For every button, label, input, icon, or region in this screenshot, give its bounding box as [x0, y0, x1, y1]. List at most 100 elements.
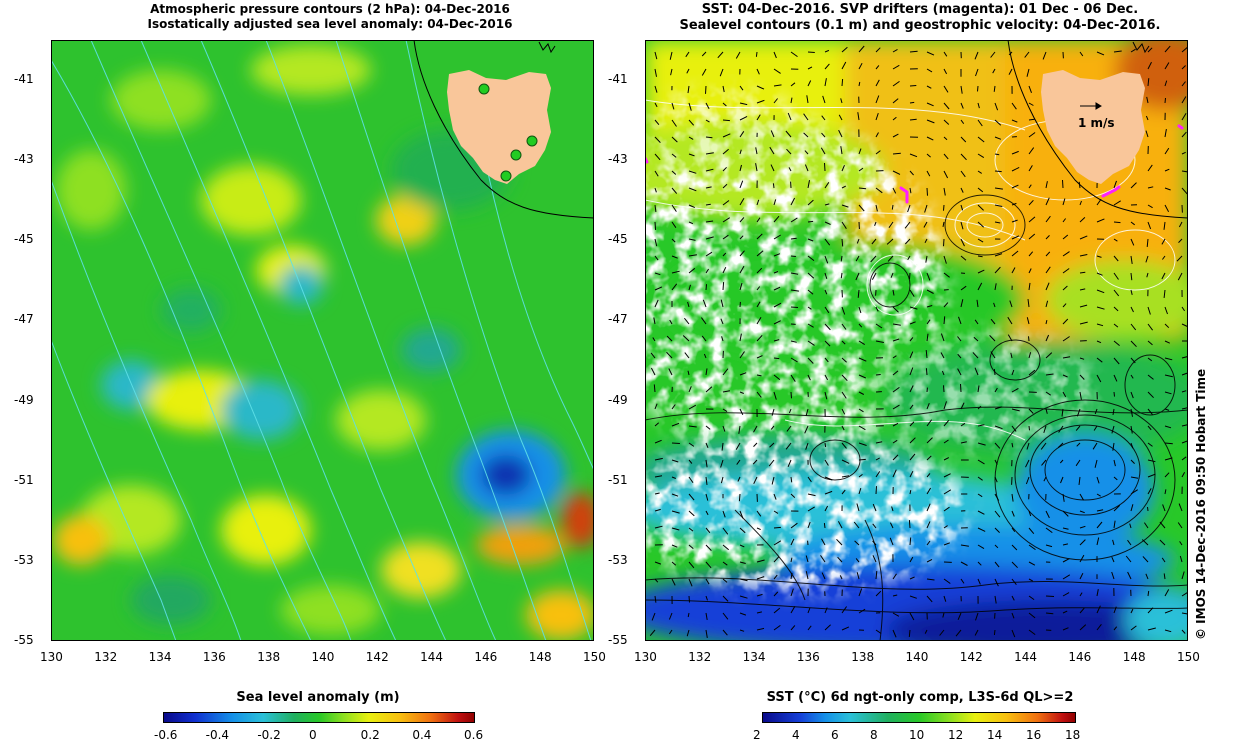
velocity-vector: [841, 475, 850, 478]
velocity-vector: [943, 489, 952, 495]
velocity-vector: [738, 493, 741, 502]
velocity-vector: [790, 374, 796, 382]
velocity-vector: [977, 424, 985, 427]
velocity-vector: [872, 540, 877, 546]
velocity-vector: [993, 369, 996, 376]
velocity-vector: [1181, 612, 1188, 615]
velocity-vector: [1079, 554, 1085, 563]
velocity-vector: [790, 82, 796, 87]
sst-colorbar-tick: 16: [1026, 728, 1042, 742]
velocity-vector: [650, 367, 656, 376]
velocity-vector: [671, 204, 677, 212]
velocity-vector: [807, 238, 814, 242]
velocity-vector: [1096, 340, 1102, 344]
velocity-vector: [671, 221, 677, 228]
velocity-vector: [739, 578, 748, 582]
velocity-vector: [669, 51, 673, 60]
velocity-vector: [773, 271, 779, 274]
velocity-vector: [977, 459, 985, 465]
velocity-vector: [1062, 336, 1070, 342]
left-colorbar-title: Sea level anomaly (m): [236, 690, 400, 705]
velocity-vector: [838, 129, 843, 138]
sst-colorbar-tick: 4: [792, 728, 800, 742]
velocity-vector: [892, 355, 897, 359]
velocity-vector: [926, 437, 933, 444]
velocity-vector: [668, 629, 673, 635]
velocity-vector: [654, 457, 663, 461]
velocity-vector: [1130, 340, 1137, 348]
velocity-vector: [1113, 306, 1119, 312]
velocity-vector: [943, 51, 948, 57]
velocity-vector: [875, 323, 883, 329]
velocity-vector: [807, 506, 815, 512]
velocity-vector: [994, 476, 998, 483]
velocity-vector: [824, 340, 831, 347]
velocity-vector: [1062, 251, 1070, 257]
velocity-vector: [1007, 316, 1013, 325]
velocity-vector: [1028, 352, 1032, 359]
velocity-vector: [753, 425, 758, 433]
velocity-vector: [892, 594, 898, 597]
velocity-vector: [993, 629, 996, 636]
velocity-vector: [1130, 357, 1136, 364]
velocity-vector: [1025, 476, 1030, 485]
left-x-tick-label: 138: [257, 650, 281, 664]
velocity-vector: [1045, 391, 1051, 396]
velocity-vector: [840, 98, 843, 104]
velocity-vector: [807, 357, 814, 364]
velocity-vector: [824, 357, 829, 363]
velocity-vector: [909, 437, 916, 444]
velocity-vector: [858, 487, 862, 495]
velocity-vector: [790, 357, 798, 363]
velocity-vector: [1130, 476, 1139, 479]
right-x-tick-label: 138: [851, 650, 875, 664]
velocity-vector: [1164, 168, 1170, 172]
velocity-vector: [756, 286, 761, 291]
velocity-vector: [705, 510, 709, 516]
velocity-vector: [1164, 204, 1170, 213]
velocity-vector: [788, 408, 792, 414]
velocity-vector: [875, 132, 879, 138]
velocity-vector: [1026, 442, 1030, 450]
velocity-vector: [907, 255, 911, 261]
velocity-vector: [1045, 408, 1048, 414]
velocity-vector: [722, 368, 729, 376]
velocity-vector: [824, 459, 829, 466]
velocity-vector: [926, 85, 932, 89]
velocity-vector: [653, 317, 656, 325]
velocity-vector: [1096, 476, 1100, 484]
velocity-vector: [654, 561, 662, 565]
velocity-vector: [756, 627, 765, 631]
velocity-vector: [687, 370, 690, 376]
velocity-vector: [807, 180, 810, 189]
velocity-vector: [837, 521, 843, 529]
velocity-vector: [977, 510, 985, 515]
velocity-vector: [1045, 595, 1055, 597]
sst-colorbar-tick: 2: [753, 728, 761, 742]
velocity-vector: [1045, 527, 1053, 534]
velocity-vector: [805, 408, 809, 417]
velocity-vector: [654, 595, 657, 603]
velocity-vector: [1130, 608, 1134, 614]
velocity-vector: [1061, 408, 1064, 417]
velocity-vector: [1028, 199, 1034, 206]
velocity-vector: [773, 526, 781, 529]
velocity-vector: [722, 425, 726, 432]
velocity-vector: [1130, 391, 1134, 399]
velocity-vector: [1113, 505, 1121, 512]
velocity-vector: [773, 98, 778, 104]
velocity-vector: [722, 200, 730, 206]
velocity-vector: [1164, 489, 1167, 495]
left-y-tick-label: -55: [14, 633, 34, 647]
velocity-vector: [926, 153, 931, 158]
velocity-vector: [1147, 473, 1156, 478]
velocity-vector: [688, 238, 696, 241]
velocity-vector: [1181, 472, 1186, 478]
velocity-vector: [1079, 607, 1085, 614]
sea-level-colorbar-tick: -0.2: [257, 728, 281, 742]
velocity-vector: [1045, 181, 1048, 189]
velocity-vector: [1147, 78, 1150, 87]
velocity-vector: [943, 238, 945, 247]
velocity-vector: [977, 561, 982, 566]
velocity-vector: [739, 198, 745, 206]
